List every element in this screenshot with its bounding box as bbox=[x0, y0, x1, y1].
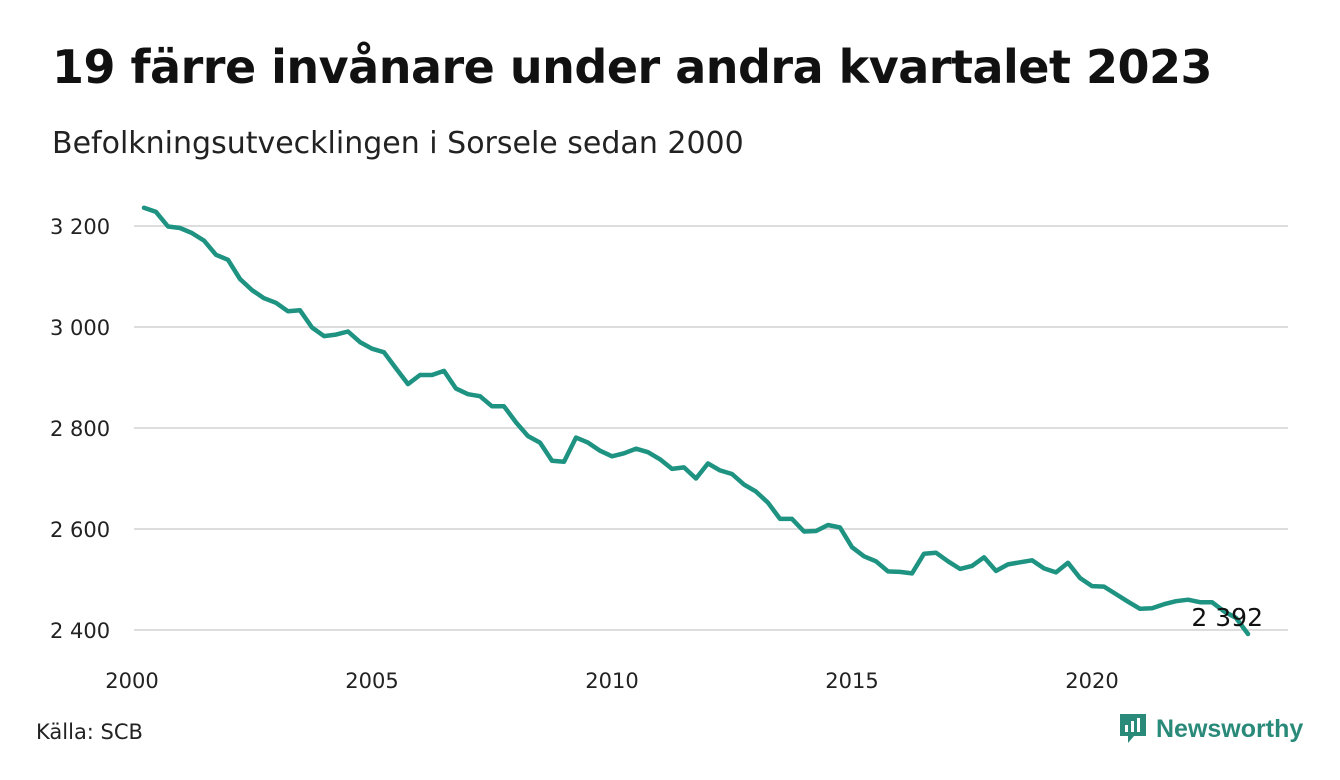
end-value-label: 2 392 bbox=[1191, 603, 1263, 632]
chart-title: 19 färre invånare under andra kvartalet … bbox=[52, 40, 1213, 94]
y-tick-label: 2 600 bbox=[50, 518, 110, 542]
y-tick-label: 3 000 bbox=[50, 316, 110, 340]
brand-logo[interactable]: Newsworthy bbox=[1118, 712, 1303, 746]
brand-name: Newsworthy bbox=[1156, 714, 1304, 743]
newsworthy-logo-icon bbox=[1120, 714, 1146, 743]
x-tick-label: 2020 bbox=[1065, 669, 1118, 693]
y-tick-label: 2 800 bbox=[50, 417, 110, 441]
y-tick-label: 3 200 bbox=[50, 215, 110, 239]
x-tick-label: 2015 bbox=[825, 669, 878, 693]
source-note: Källa: SCB bbox=[36, 720, 143, 744]
y-tick-label: 2 400 bbox=[50, 619, 110, 643]
x-tick-label: 2005 bbox=[345, 669, 398, 693]
line-chart: 2 400 2 600 2 800 3 000 3 200 2000 2005 2010 201… bbox=[50, 205, 1288, 693]
x-tick-label: 2000 bbox=[105, 669, 158, 693]
x-tick-label: 2010 bbox=[585, 669, 638, 693]
chart-subtitle: Befolkningsutvecklingen i Sorsele sedan … bbox=[52, 126, 744, 161]
series-line bbox=[141, 205, 1251, 637]
